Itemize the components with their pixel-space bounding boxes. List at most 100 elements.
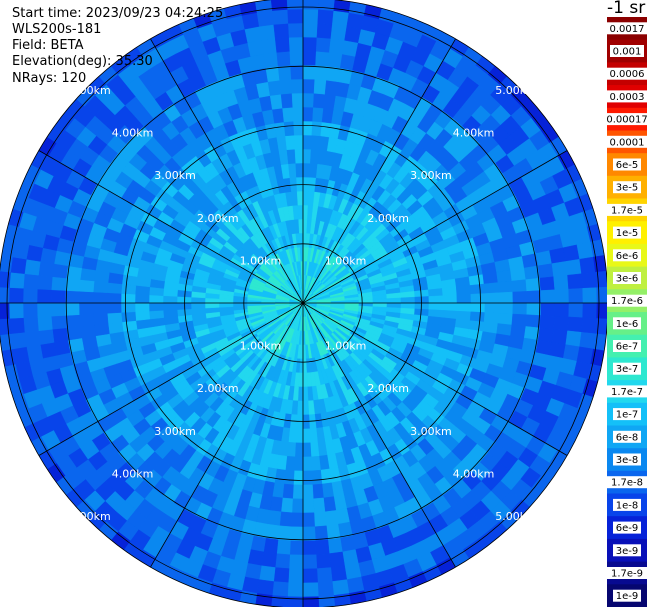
ppi-cell xyxy=(441,286,458,296)
ppi-cell xyxy=(37,274,53,291)
ppi-cell xyxy=(9,272,25,289)
ppi-cell xyxy=(302,400,310,416)
ppi-cell xyxy=(107,282,123,294)
ppi-cell xyxy=(289,176,298,192)
ppi-cell xyxy=(289,50,304,66)
ppi-cell xyxy=(106,302,122,314)
ppi-cell xyxy=(293,120,304,136)
ppi-cell xyxy=(289,540,304,556)
ppi-cell xyxy=(296,400,304,416)
colorbar-unit-label: -1 sr xyxy=(607,0,646,18)
ppi-cell xyxy=(276,51,291,67)
ppi-cell xyxy=(317,9,334,25)
ppi-cell xyxy=(292,106,304,122)
colorbar-label-box xyxy=(607,113,647,126)
ppi-cell xyxy=(294,148,304,164)
ppi-cell xyxy=(269,93,283,110)
ppi-cell xyxy=(296,176,304,192)
ppi-cell xyxy=(263,52,279,69)
ppi-cell xyxy=(302,92,315,108)
ppi-scan-plot: 1.00km 1.00km 1.00km 1.00km 2.00km 2.00km 2.00… xyxy=(0,0,607,607)
colorbar-label: 1.7e-8 xyxy=(611,478,643,489)
ppi-cell xyxy=(52,263,69,279)
ppi-cell xyxy=(274,37,291,53)
ppi-cell xyxy=(280,497,293,513)
ppi-cell xyxy=(414,302,430,310)
colorbar-label-box xyxy=(613,272,641,284)
azimuth-spoke xyxy=(38,302,304,456)
ppi-cell xyxy=(511,313,527,327)
ppi-cell xyxy=(358,299,374,304)
colorbar-label: 6e-5 xyxy=(616,160,639,171)
ppi-cell xyxy=(581,272,597,289)
ppi-cell xyxy=(282,483,294,499)
ppi-cell xyxy=(540,289,556,304)
ppi-cell xyxy=(134,302,150,313)
ppi-cell xyxy=(162,309,178,318)
ppi-cell xyxy=(312,107,324,123)
colorbar-label-box xyxy=(613,226,641,239)
range-ring-label: 5.00km xyxy=(495,84,537,97)
ppi-cell xyxy=(315,51,330,67)
ppi-cell xyxy=(78,302,94,315)
ppi-cell xyxy=(287,8,304,24)
ppi-cell xyxy=(37,315,53,332)
ppi-cell xyxy=(302,22,318,38)
ppi-cell xyxy=(582,302,598,319)
ppi-cell xyxy=(26,344,44,362)
ppi-cell xyxy=(554,302,570,318)
ppi-cell xyxy=(483,312,499,324)
ppi-cell xyxy=(53,339,71,356)
ppi-cell xyxy=(497,313,513,326)
ppi-cell xyxy=(302,372,308,388)
ppi-cell xyxy=(565,330,582,348)
ppi-cell xyxy=(10,332,27,350)
ppi-cell xyxy=(302,456,313,472)
ppi-cell xyxy=(302,64,316,80)
ppi-cell xyxy=(176,308,192,317)
colorbar-label: 0.001 xyxy=(613,47,642,58)
ppi-cell xyxy=(324,510,339,527)
ppi-cell xyxy=(344,562,362,580)
colorbar-label: 3e-9 xyxy=(616,546,639,557)
nrays-text: NRays: 120 xyxy=(12,71,87,86)
ppi-cell xyxy=(286,596,304,607)
ppi-cell xyxy=(428,288,444,297)
ppi-cell xyxy=(176,302,192,310)
colorbar-label-box xyxy=(607,67,647,80)
ppi-cell xyxy=(342,549,359,566)
range-ring-label: 5.00km xyxy=(69,510,111,523)
ppi-cell xyxy=(302,344,307,360)
ppi-cell xyxy=(581,317,597,334)
ppi-cell xyxy=(148,302,164,312)
ppi-cell xyxy=(256,579,274,596)
ppi-cell xyxy=(288,36,304,52)
ppi-cell xyxy=(498,302,514,315)
ppi-cell xyxy=(330,565,348,582)
ppi-cell xyxy=(232,302,248,307)
ppi-cell xyxy=(267,79,282,96)
ppi-cell xyxy=(510,267,527,282)
ppi-cell xyxy=(565,258,582,276)
ppi-cell xyxy=(469,283,486,295)
ppi-cell xyxy=(582,287,598,304)
ppi-cell xyxy=(261,551,277,568)
ppi-cell xyxy=(299,246,304,262)
ppi-cell xyxy=(567,273,583,290)
colorbar-label: 3e-5 xyxy=(616,183,639,194)
ppi-cell xyxy=(386,297,402,304)
ppi-cell xyxy=(302,568,318,584)
ppi-cell xyxy=(148,310,165,320)
azimuth-spoke xyxy=(302,302,456,568)
ppi-cell xyxy=(400,302,416,310)
ppi-cell xyxy=(50,289,66,304)
ppi-cell xyxy=(258,565,276,582)
colorbar-label: 3e-6 xyxy=(616,274,639,285)
ppi-cell xyxy=(273,23,290,39)
ppi-cell xyxy=(313,511,327,527)
ppi-cell xyxy=(107,312,123,324)
ppi-cell xyxy=(247,40,264,57)
ppi-cell xyxy=(23,316,39,333)
ppi-cell xyxy=(40,342,57,359)
colorbar-label-box xyxy=(610,45,644,57)
